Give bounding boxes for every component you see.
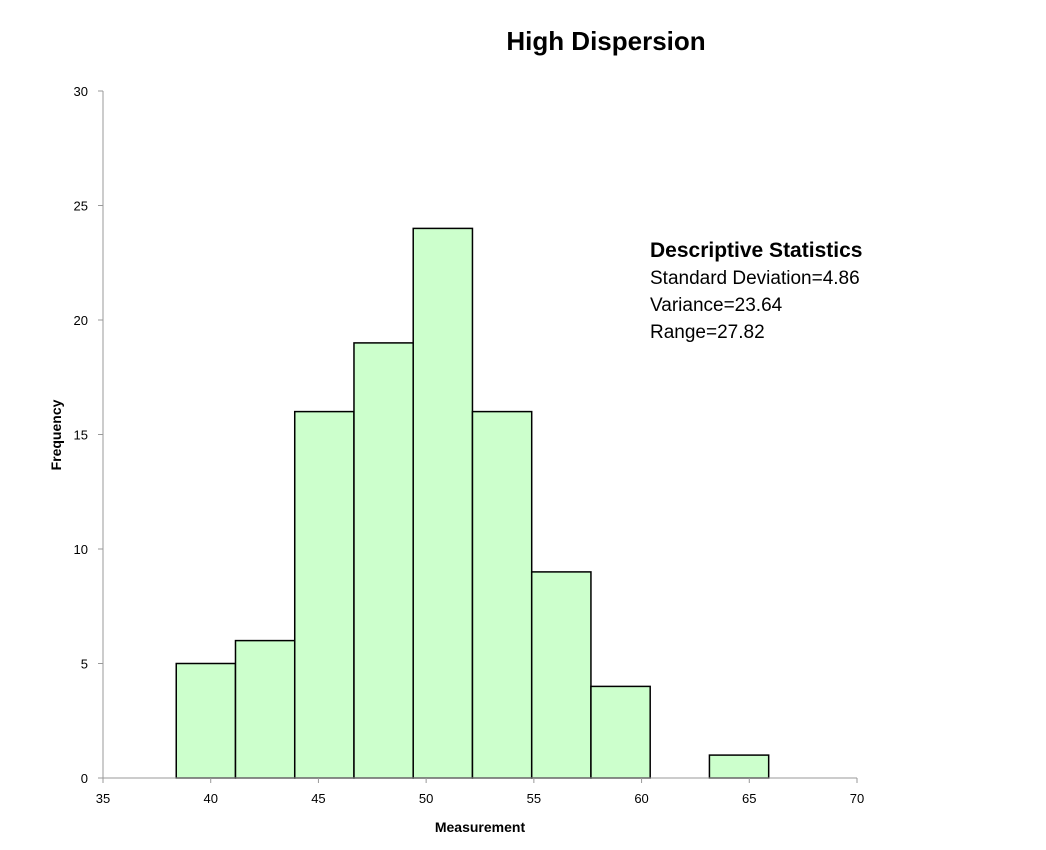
- x-tick-label: 50: [419, 791, 433, 806]
- x-axis-label: Measurement: [435, 819, 526, 835]
- x-tick-label: 60: [634, 791, 648, 806]
- histogram-bar-1: [234, 639, 296, 779]
- stats-range: Range=27.82: [650, 322, 765, 343]
- y-axis-label: Frequency: [48, 399, 64, 470]
- histogram-bar-5: [471, 410, 533, 779]
- stats-title: Descriptive Statistics: [650, 239, 862, 262]
- chart-title: High Dispersion: [506, 26, 705, 56]
- bars-group: [175, 227, 770, 779]
- x-tick-label: 40: [203, 791, 217, 806]
- x-tick-label: 70: [850, 791, 864, 806]
- y-tick-label: 5: [81, 657, 88, 672]
- histogram-bar-4: [412, 227, 474, 779]
- x-tick-label: 45: [311, 791, 325, 806]
- histogram-bar-0: [175, 662, 237, 779]
- histogram-bar-6: [530, 571, 592, 779]
- y-ticks-group: 0 5 10 15 20 25 30: [74, 84, 103, 786]
- histogram-bar-9: [708, 754, 770, 779]
- y-tick-label: 25: [74, 199, 88, 214]
- histogram-bar-2: [293, 410, 355, 779]
- x-ticks-group: 35 40 45 50 55 60 65 70: [96, 778, 864, 806]
- y-tick-label: 20: [74, 313, 88, 328]
- y-tick-label: 10: [74, 542, 88, 557]
- y-tick-label: 15: [74, 428, 88, 443]
- y-tick-label: 30: [74, 84, 88, 99]
- histogram-bar-7: [590, 685, 651, 779]
- histogram-bar-3: [353, 342, 414, 779]
- x-tick-label: 65: [742, 791, 756, 806]
- y-tick-label: 0: [81, 771, 88, 786]
- x-tick-label: 55: [527, 791, 541, 806]
- stats-std-dev: Standard Deviation=4.86: [650, 268, 860, 289]
- stats-variance: Variance=23.64: [650, 295, 783, 316]
- x-tick-label: 35: [96, 791, 110, 806]
- descriptive-stats-annotation: Descriptive Statistics Standard Deviatio…: [650, 239, 862, 343]
